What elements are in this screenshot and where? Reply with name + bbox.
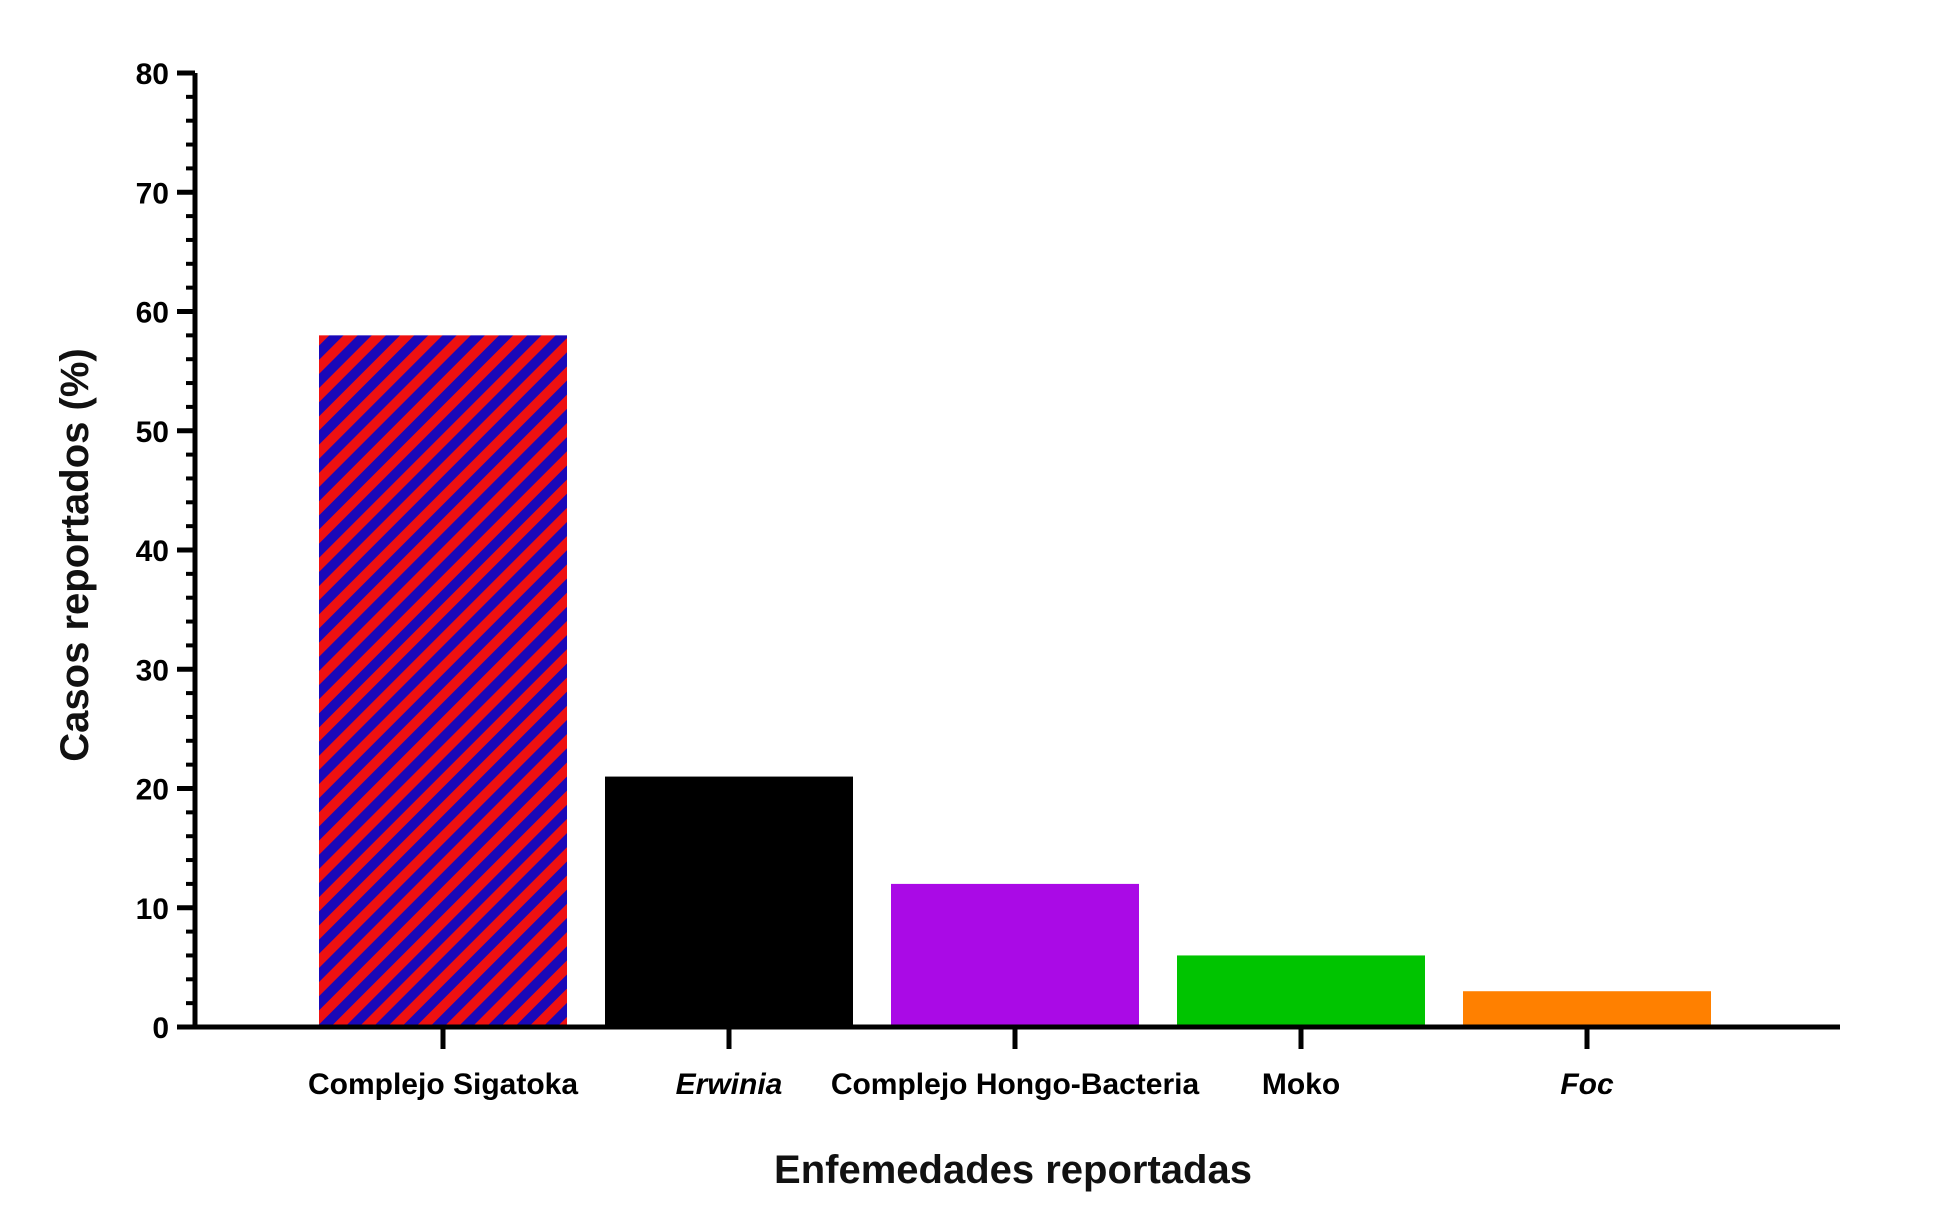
y-tick-label: 20 (136, 774, 169, 807)
x-tick-label: Moko (1262, 1068, 1340, 1101)
y-tick-label: 10 (136, 893, 169, 926)
y-tick-label: 30 (136, 654, 169, 687)
x-tick-label: Foc (1560, 1068, 1614, 1101)
bar-moko (1177, 955, 1425, 1027)
y-tick-label: 70 (136, 177, 169, 210)
y-tick-label: 80 (136, 58, 169, 91)
y-tick-label: 60 (136, 297, 169, 330)
x-tick-label: Complejo Hongo-Bacteria (831, 1068, 1200, 1101)
x-tick-label: Erwinia (676, 1068, 783, 1101)
bar-erwinia (605, 776, 853, 1027)
y-tick-label: 50 (136, 416, 169, 449)
x-tick-label: Complejo Sigatoka (308, 1068, 578, 1101)
bar-complejo-sigatoka (319, 335, 567, 1028)
y-tick-label: 40 (136, 535, 169, 568)
x-axis-title: Enfemedades reportadas (774, 1148, 1252, 1192)
y-tick-label: 0 (152, 1012, 169, 1045)
bar-foc (1463, 991, 1711, 1027)
axes-layer (177, 70, 1840, 1049)
bars-layer (319, 335, 1711, 1028)
y-axis-title: Casos reportados (%) (53, 348, 97, 761)
bar-complejo-hongo-bacteria (891, 883, 1139, 1027)
labels-layer: Complejo Sigatoka Erwinia Complejo Hongo-B… (136, 58, 1614, 1101)
